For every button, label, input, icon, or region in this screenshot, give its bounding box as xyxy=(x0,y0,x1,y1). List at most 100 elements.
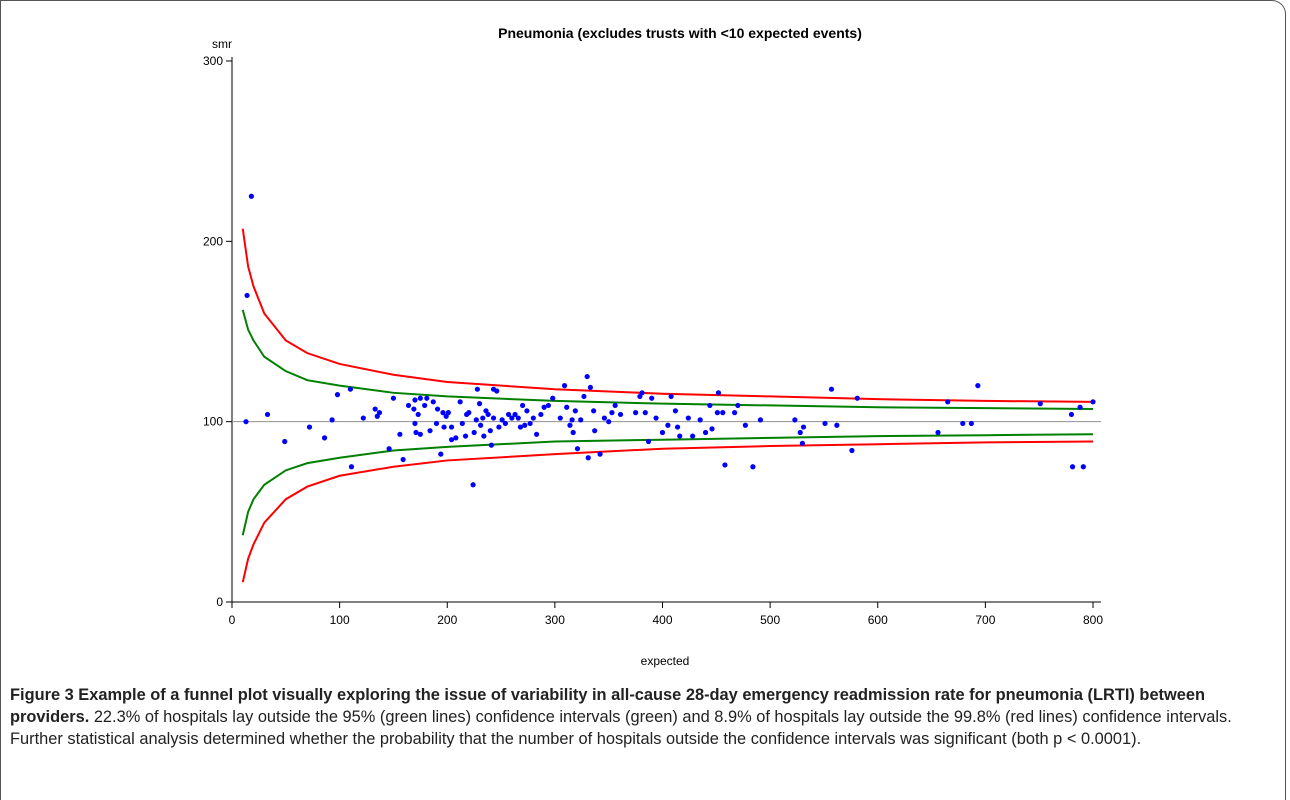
data-point xyxy=(572,408,578,414)
data-point xyxy=(597,451,603,457)
data-point xyxy=(709,426,715,432)
data-point xyxy=(668,393,674,400)
data-point xyxy=(496,424,502,430)
data-point xyxy=(1068,411,1075,418)
y-tick-label: 300 xyxy=(203,54,223,68)
data-point xyxy=(578,417,584,423)
data-point xyxy=(376,410,383,416)
data-point xyxy=(1090,399,1096,405)
x-tick-label: 200 xyxy=(437,613,457,627)
data-point xyxy=(854,395,860,401)
x-tick-label: 400 xyxy=(652,613,672,627)
data-point xyxy=(462,433,469,439)
data-point xyxy=(822,420,828,427)
data-point xyxy=(441,424,447,430)
data-point xyxy=(557,415,563,421)
data-point xyxy=(592,428,598,434)
data-point xyxy=(509,415,515,421)
data-point xyxy=(440,410,446,416)
caption-text: 22.3% of hospitals lay outside the 95% (… xyxy=(10,708,1232,748)
data-point xyxy=(567,422,573,428)
data-point xyxy=(612,402,618,409)
data-point xyxy=(417,431,423,437)
data-point xyxy=(282,438,288,445)
x-tick-label: 300 xyxy=(545,613,565,627)
data-point xyxy=(329,417,335,423)
data-point xyxy=(494,388,500,394)
data-point xyxy=(649,395,655,401)
x-tick-label: 500 xyxy=(760,613,780,627)
data-point xyxy=(519,402,526,409)
data-point xyxy=(642,410,648,416)
data-point xyxy=(264,411,271,418)
data-point xyxy=(424,395,430,401)
data-point xyxy=(609,410,615,416)
data-point xyxy=(372,406,378,412)
data-point xyxy=(601,415,607,421)
data-point xyxy=(935,429,941,436)
data-point xyxy=(499,417,505,423)
data-point xyxy=(412,397,418,403)
data-point xyxy=(742,422,748,428)
data-point xyxy=(306,424,313,430)
data-point xyxy=(645,438,652,445)
data-point xyxy=(792,417,798,423)
data-point xyxy=(968,420,974,427)
data-point xyxy=(487,428,493,434)
data-point xyxy=(448,437,455,443)
data-point xyxy=(347,386,353,392)
data-point xyxy=(945,399,951,405)
data-point xyxy=(720,410,726,416)
data-point xyxy=(505,411,512,418)
data-point xyxy=(427,428,433,434)
data-point xyxy=(400,456,406,463)
data-point xyxy=(411,406,417,412)
data-point xyxy=(550,395,556,401)
confidence-limit xyxy=(241,433,1094,536)
data-point xyxy=(541,404,547,410)
data-point xyxy=(545,402,552,409)
data-point xyxy=(470,482,476,488)
data-point xyxy=(561,383,568,389)
x-tick-label: 100 xyxy=(330,613,350,627)
data-point xyxy=(474,386,480,392)
data-point xyxy=(690,433,696,439)
data-point xyxy=(750,464,756,470)
data-point xyxy=(797,429,803,436)
data-point xyxy=(659,429,666,436)
data-point xyxy=(417,395,423,401)
data-point xyxy=(422,402,428,409)
data-point xyxy=(481,433,487,439)
y-tick-label: 200 xyxy=(203,234,223,248)
data-point xyxy=(1080,464,1086,470)
data-point xyxy=(1077,404,1083,410)
data-point xyxy=(244,292,250,299)
data-point xyxy=(478,422,484,428)
data-point xyxy=(512,411,518,418)
data-point xyxy=(735,402,741,409)
data-point xyxy=(457,399,463,405)
data-point xyxy=(502,420,508,427)
confidence-limit xyxy=(241,309,1094,411)
y-tick-label: 0 xyxy=(216,595,223,609)
data-point xyxy=(834,422,840,428)
data-point xyxy=(538,411,544,418)
data-point xyxy=(488,442,494,448)
confidence-limit xyxy=(241,228,1094,403)
data-point xyxy=(445,410,451,416)
data-point xyxy=(722,462,728,468)
data-point xyxy=(975,383,981,389)
data-point xyxy=(348,464,355,470)
data-point xyxy=(632,410,639,416)
data-point xyxy=(707,402,713,409)
data-point xyxy=(591,408,597,414)
x-axis-label: expected xyxy=(641,654,690,668)
data-point xyxy=(606,419,612,425)
x-tick-label: 0 xyxy=(229,613,236,627)
data-point xyxy=(415,411,421,418)
data-point xyxy=(321,435,328,441)
x-tick-label: 600 xyxy=(868,613,888,627)
data-point xyxy=(799,440,806,446)
